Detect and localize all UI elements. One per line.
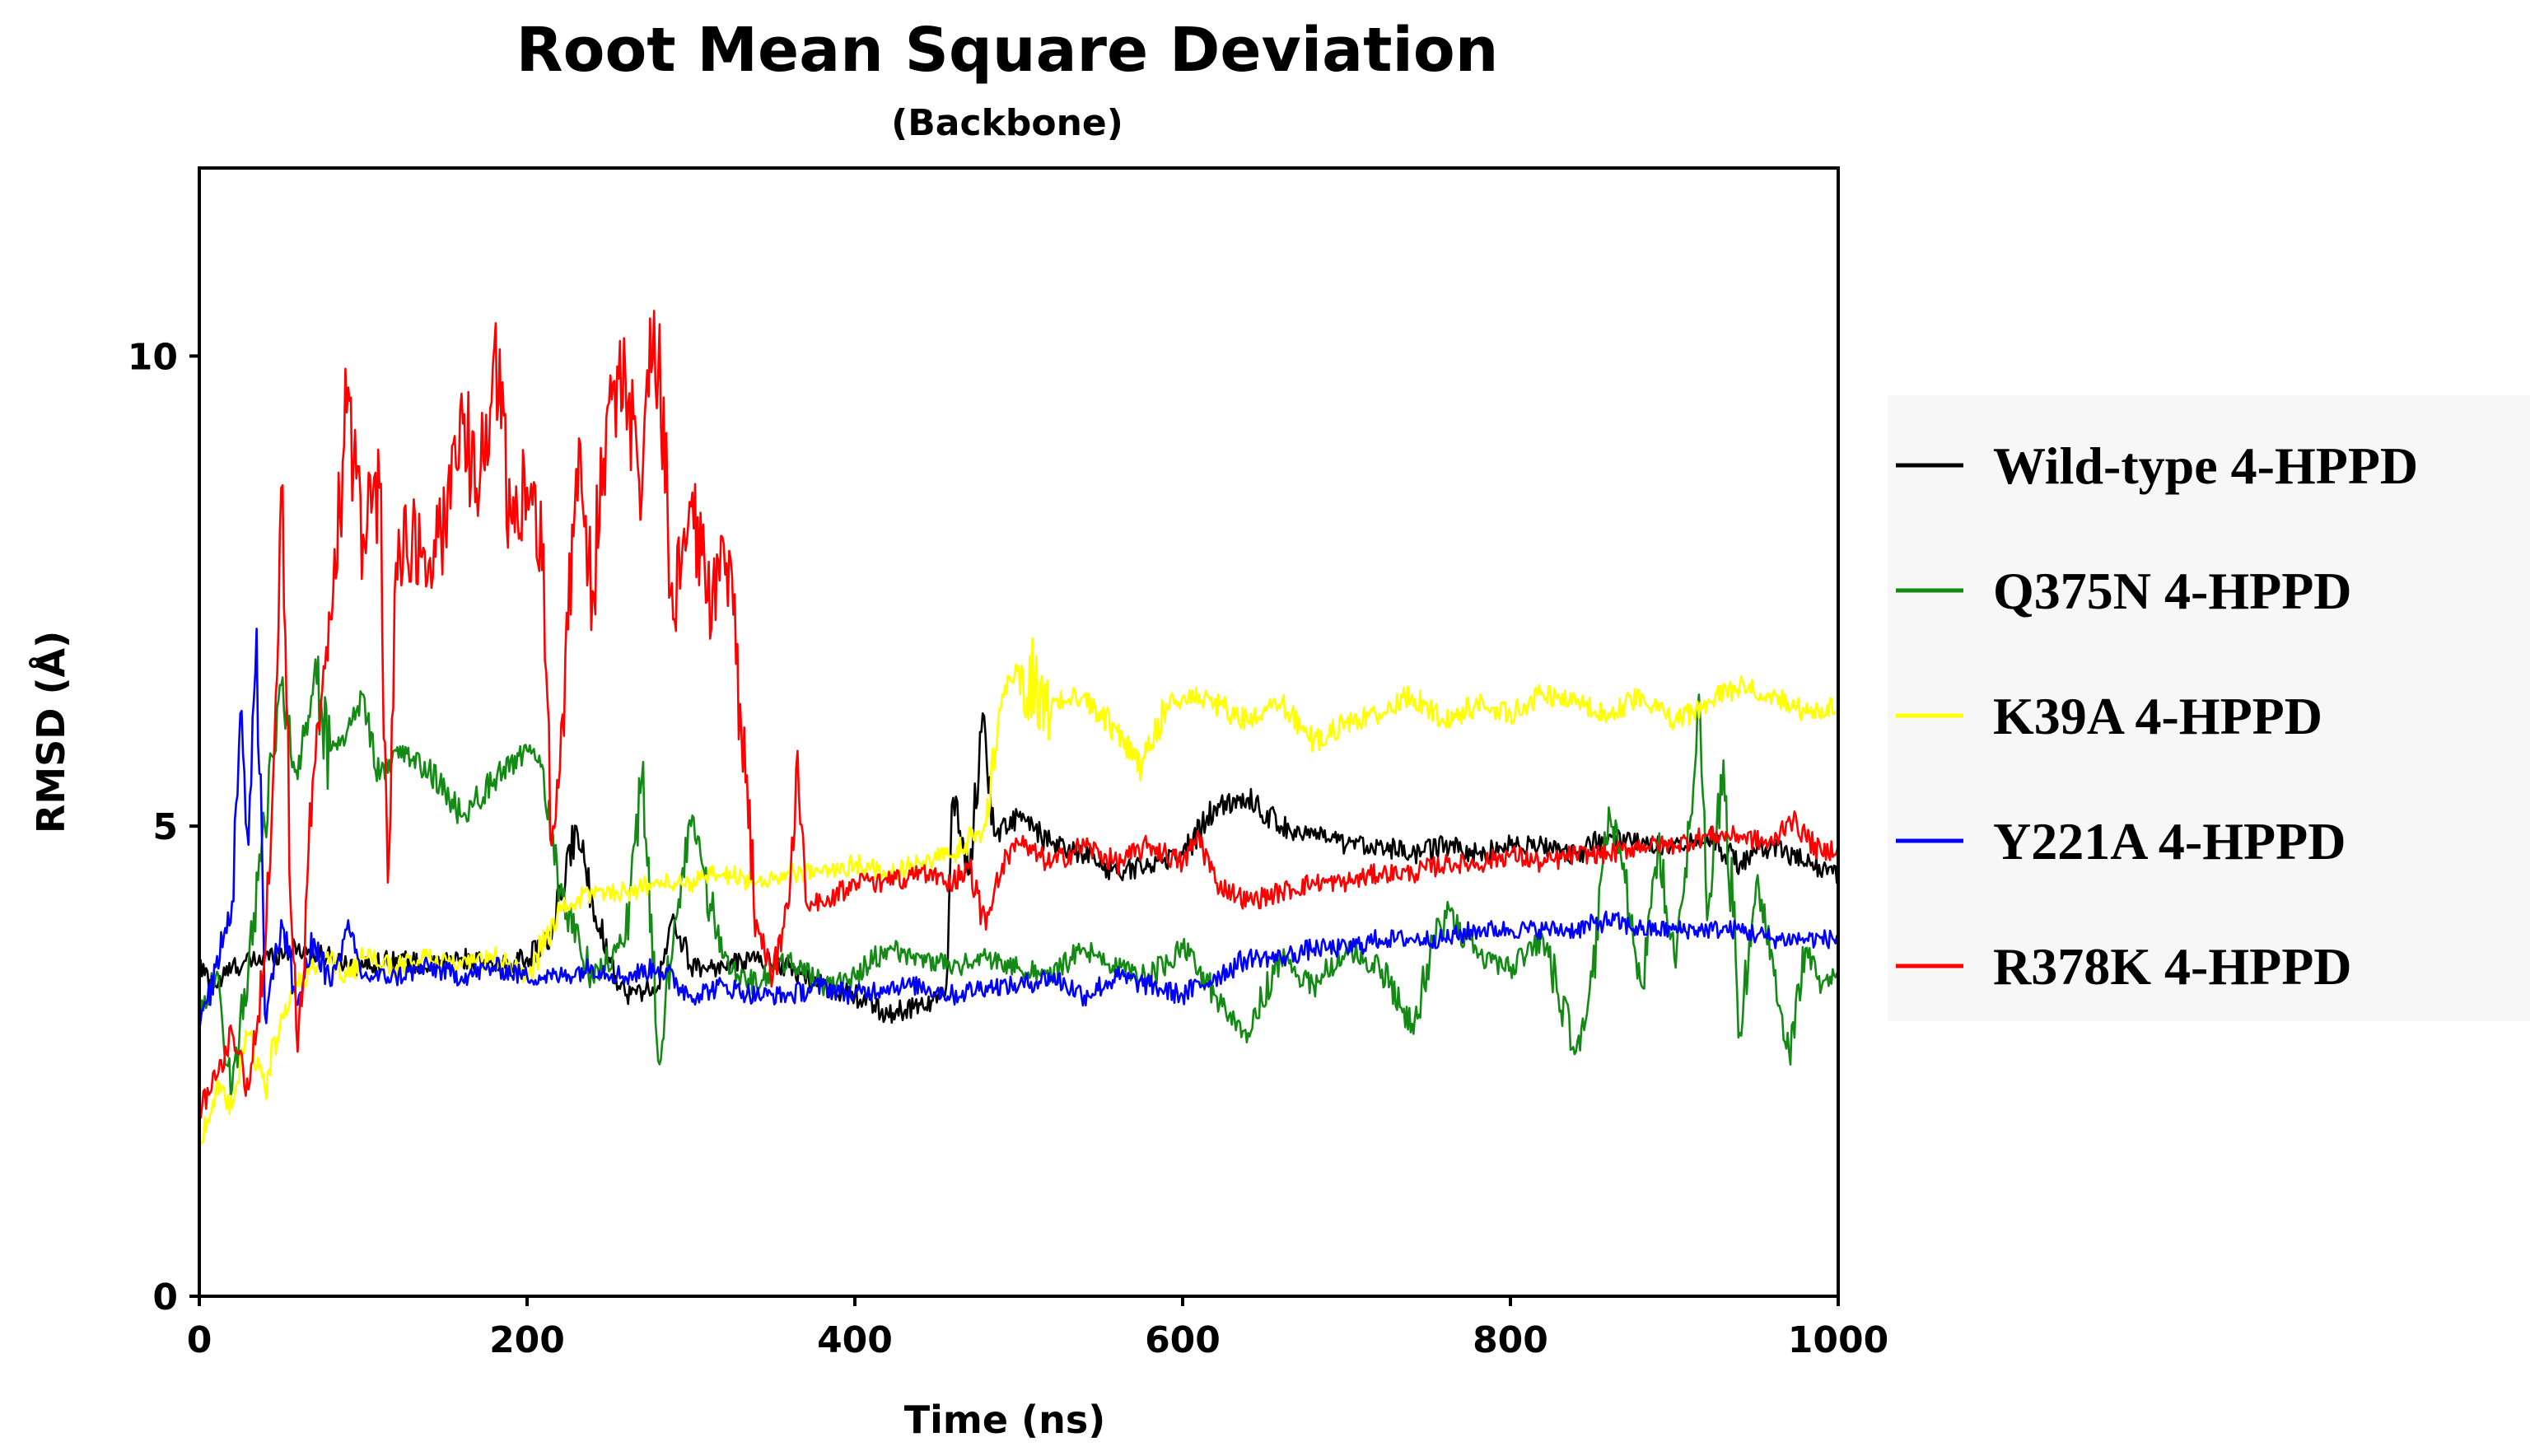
y-tick-label-2: 10	[128, 336, 178, 378]
series-line-3	[198, 628, 1840, 1034]
x-tick-label-2: 400	[817, 1319, 893, 1361]
legend-label-4: R378K 4-HPPD	[1993, 937, 2352, 996]
x-tick-label-5: 1000	[1788, 1319, 1888, 1361]
x-axis-label: Time (ns)	[904, 1398, 1105, 1442]
tick-layer: 0 200 400 600 800 1000 0 5 10	[128, 336, 1888, 1361]
x-tick-label-4: 800	[1473, 1319, 1548, 1361]
legend: Wild-type 4-HPPD Q375N 4-HPPD K39A 4-HPPD Y…	[1896, 436, 2418, 996]
legend-label-0: Wild-type 4-HPPD	[1993, 436, 2418, 495]
series-line-2	[198, 637, 1840, 1146]
legend-label-1: Q375N 4-HPPD	[1993, 562, 2352, 620]
y-tick-label-1: 5	[152, 806, 178, 848]
series-line-0	[198, 712, 1840, 1024]
series-line-4	[198, 310, 1840, 1119]
legend-label-3: Y221A 4-HPPD	[1993, 812, 2346, 870]
x-tick-label-3: 600	[1145, 1319, 1221, 1361]
series-layer	[198, 310, 1840, 1146]
plot-frame	[198, 166, 1840, 1298]
legend-box	[1888, 395, 2530, 1021]
legend-label-2: K39A 4-HPPD	[1993, 687, 2322, 745]
y-tick-label-0: 0	[152, 1276, 178, 1318]
y-axis-label: RMSD (Å)	[29, 631, 73, 833]
chart-title: Root Mean Square Deviation	[516, 15, 1499, 86]
x-tick-label-1: 200	[489, 1319, 565, 1361]
chart-subtitle: (Backbone)	[891, 102, 1123, 144]
x-tick-label-0: 0	[187, 1319, 212, 1361]
series-line-1	[198, 655, 1840, 1098]
